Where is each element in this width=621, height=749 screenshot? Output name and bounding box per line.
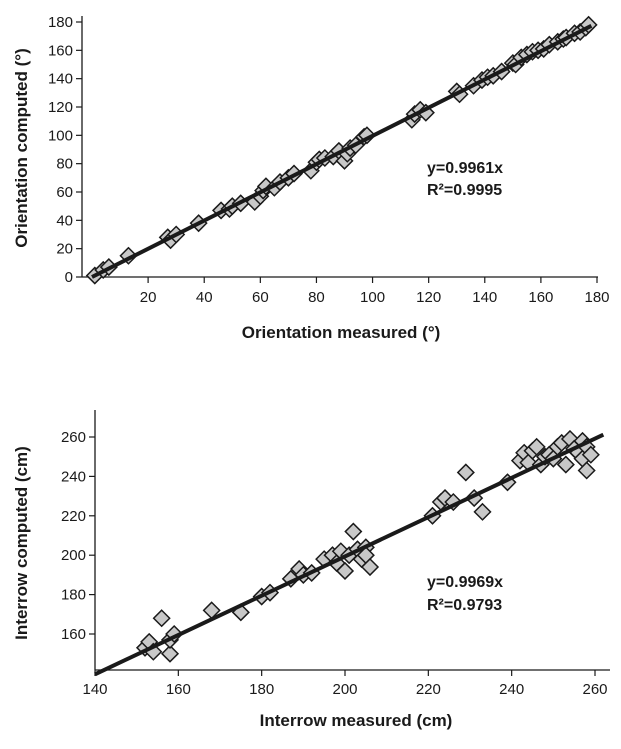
interrow-data-point [456,463,475,482]
interrow-data-point [335,561,355,581]
orientation-x-axis-title: Orientation measured (°) [242,323,441,342]
interrow-y-tick-label: 260 [61,429,86,446]
interrow-r-squared: R²=0.9793 [427,597,502,614]
orientation-x-tick-label: 20 [140,289,157,306]
orientation-y-tick-label: 0 [65,269,73,286]
interrow-scatter-chart: 140 160 180 200 220 240 260 160 180 200 220 240 260 I… [12,410,610,730]
interrow-data-point [581,445,600,464]
interrow-x-axis-title: Interrow measured (cm) [260,711,453,730]
interrow-y-tick-label: 240 [61,468,86,485]
interrow-data-point [344,522,363,541]
orientation-y-tick-label: 80 [56,156,73,173]
orientation-x-tick-label: 140 [472,289,497,306]
orientation-x-tick-label: 80 [308,289,325,306]
interrow-data-point [160,644,180,663]
interrow-x-tick-label: 220 [416,681,441,698]
interrow-x-tick-label: 160 [166,681,191,698]
interrow-x-tick-label: 240 [499,681,524,698]
interrow-fit-line [94,432,605,677]
orientation-x-tick-label: 160 [528,289,553,306]
orientation-y-tick-label: 40 [56,212,73,229]
interrow-x-tick-label: 260 [582,681,607,698]
orientation-y-tick-label: 120 [48,99,73,116]
orientation-y-tick-label: 160 [48,42,73,59]
interrow-data-point [152,609,171,628]
orientation-y-tick-label: 100 [48,127,73,144]
interrow-y-axis-title: Interrow computed (cm) [12,446,31,640]
interrow-x-tick-label: 180 [249,681,274,698]
interrow-data-point [577,461,596,480]
orientation-x-tick-label: 60 [252,289,269,306]
orientation-data-point [119,246,138,265]
interrow-y-tick-label: 200 [61,547,86,564]
orientation-r-squared: R²=0.9995 [427,182,502,199]
interrow-data-point [360,557,380,577]
interrow-fit-equation: y=0.9969x [427,574,503,591]
interrow-y-tick-label: 180 [61,587,86,604]
orientation-x-tick-label: 40 [196,289,213,306]
orientation-y-tick-label: 180 [48,14,73,31]
orientation-y-tick-label: 140 [48,71,73,88]
interrow-data-point [527,437,546,456]
orientation-x-tick-label: 120 [416,289,441,306]
orientation-x-tick-label: 100 [360,289,385,306]
orientation-fit-equation: y=0.9961x [427,160,503,177]
orientation-fit-line [91,24,593,279]
interrow-y-tick-label: 220 [61,508,86,525]
orientation-y-tick-label: 60 [56,184,73,201]
orientation-scatter-chart: 20 40 60 80 100 120 140 160 180 0 20 40 60 80 100 120 14… [12,14,610,342]
interrow-data-point [473,502,492,521]
interrow-y-tick-label: 160 [61,626,86,643]
interrow-x-tick-label: 140 [82,681,107,698]
interrow-data-point [556,455,575,474]
orientation-y-tick-label: 20 [56,241,73,258]
orientation-y-axis-title: Orientation computed (°) [12,48,31,247]
interrow-x-tick-label: 200 [332,681,357,698]
orientation-x-tick-label: 180 [584,289,609,306]
